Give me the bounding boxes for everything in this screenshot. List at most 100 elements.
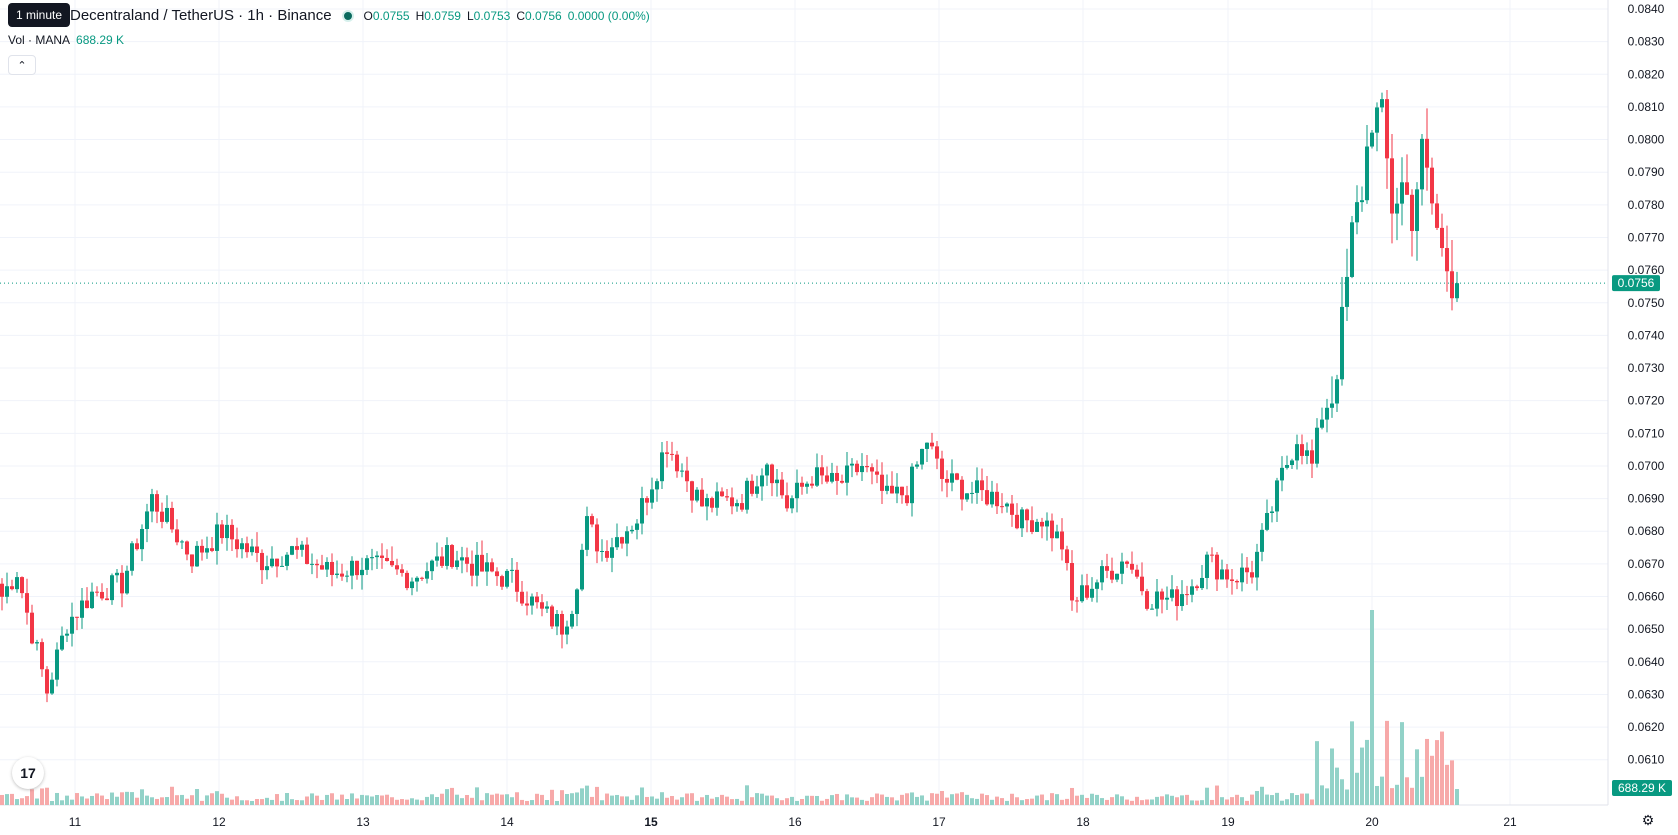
volume-bar	[600, 800, 604, 805]
candle-body	[1205, 554, 1209, 578]
candle-body	[1295, 444, 1299, 461]
volume-bar	[1325, 788, 1329, 805]
volume-bar	[1145, 799, 1149, 805]
volume-bar	[840, 800, 844, 805]
candle-body	[1365, 146, 1369, 201]
volume-legend[interactable]: Vol · MANA 688.29 K	[8, 33, 124, 47]
candle-body	[490, 562, 494, 572]
volume-bar	[460, 798, 464, 805]
time-tick-label: 15	[644, 815, 658, 829]
tradingview-logo-icon[interactable]: 17	[12, 757, 44, 789]
candle-body	[935, 446, 939, 459]
candle-body	[1015, 514, 1019, 529]
volume-bar	[1000, 798, 1004, 805]
candle-body	[40, 642, 44, 670]
volume-bar	[675, 799, 679, 805]
candle-body	[1230, 579, 1234, 581]
volume-bar	[0, 794, 4, 805]
volume-bar	[130, 792, 134, 805]
candle-body	[575, 589, 579, 614]
collapse-legend-button[interactable]: ⌃	[8, 55, 36, 75]
candle-body	[60, 635, 64, 650]
candle-body	[1005, 503, 1009, 507]
volume-bar	[115, 796, 119, 805]
candle-body	[470, 563, 474, 576]
interval-tooltip: 1 minute	[8, 3, 71, 27]
candle-body	[725, 496, 729, 498]
volume-bar	[390, 797, 394, 805]
volume-bar	[870, 797, 874, 805]
volume-bar	[480, 800, 484, 805]
time-tick-label: 11	[69, 815, 82, 829]
candle-body	[110, 575, 114, 601]
volume-bar	[290, 799, 294, 805]
volume-bar	[285, 793, 289, 805]
candle-body	[1275, 480, 1279, 512]
candle-body	[1120, 561, 1124, 574]
volume-bar	[1220, 797, 1224, 805]
market-status-icon[interactable]	[341, 9, 354, 22]
candle-body	[1170, 589, 1174, 598]
candle-body	[155, 494, 159, 512]
candle-body	[340, 573, 344, 577]
volume-bar	[715, 797, 719, 805]
volume-bar	[565, 794, 569, 805]
candle-body	[1245, 567, 1249, 573]
volume-bar	[660, 792, 664, 805]
volume-bar	[40, 788, 44, 805]
candle-body	[755, 486, 759, 494]
candle-body	[185, 541, 189, 555]
candle-body	[655, 481, 659, 490]
candle-body	[910, 466, 914, 504]
volume-bar	[1340, 779, 1344, 805]
volume-bar	[1160, 796, 1164, 805]
volume-bar	[175, 795, 179, 805]
volume-bar	[1290, 793, 1294, 805]
candle-body	[875, 471, 879, 475]
candle-body	[1290, 460, 1294, 465]
volume-bar	[745, 785, 749, 805]
volume-bar	[265, 797, 269, 805]
volume-bar	[1070, 787, 1074, 805]
volume-bar	[560, 790, 564, 805]
volume-bar	[730, 799, 734, 805]
volume-bar	[260, 799, 264, 805]
volume-bar	[1010, 793, 1014, 805]
symbol-title[interactable]: Decentraland / TetherUS · 1h · Binance	[70, 7, 332, 24]
volume-bar	[1025, 799, 1029, 805]
volume-bar	[465, 794, 469, 805]
volume-bar	[760, 793, 764, 805]
candle-body	[825, 475, 829, 482]
candle-body	[1380, 99, 1384, 108]
candle-body	[225, 524, 229, 539]
gear-icon[interactable]: ⚙	[1641, 812, 1655, 828]
candle-body	[375, 555, 379, 558]
candle-body	[465, 557, 469, 564]
price-tick-label: 0.0670	[1628, 557, 1665, 571]
candle-body	[735, 503, 739, 507]
candle-body	[240, 543, 244, 550]
candle-body	[315, 563, 319, 566]
volume-bar	[635, 795, 639, 805]
candle-body	[460, 557, 464, 561]
price-tick-label: 0.0680	[1628, 524, 1665, 538]
volume-bar	[650, 796, 654, 805]
candlesticks	[0, 90, 1459, 703]
candle-body	[1135, 569, 1139, 577]
last-volume-label: 688.29 K	[1618, 781, 1666, 795]
candle-body	[1185, 594, 1189, 596]
candle-body	[1040, 521, 1044, 527]
candle-body	[170, 507, 174, 530]
candle-body	[595, 524, 599, 552]
candle-body	[440, 556, 444, 566]
candle-body	[1110, 570, 1114, 580]
price-tick-label: 0.0710	[1628, 426, 1665, 440]
candle-body	[370, 557, 374, 559]
candle-body	[1425, 138, 1429, 168]
volume-bar	[495, 793, 499, 805]
price-tick-label: 0.0700	[1628, 459, 1665, 473]
candle-body	[690, 481, 694, 501]
volume-bar	[935, 793, 939, 805]
candle-body	[495, 571, 499, 577]
